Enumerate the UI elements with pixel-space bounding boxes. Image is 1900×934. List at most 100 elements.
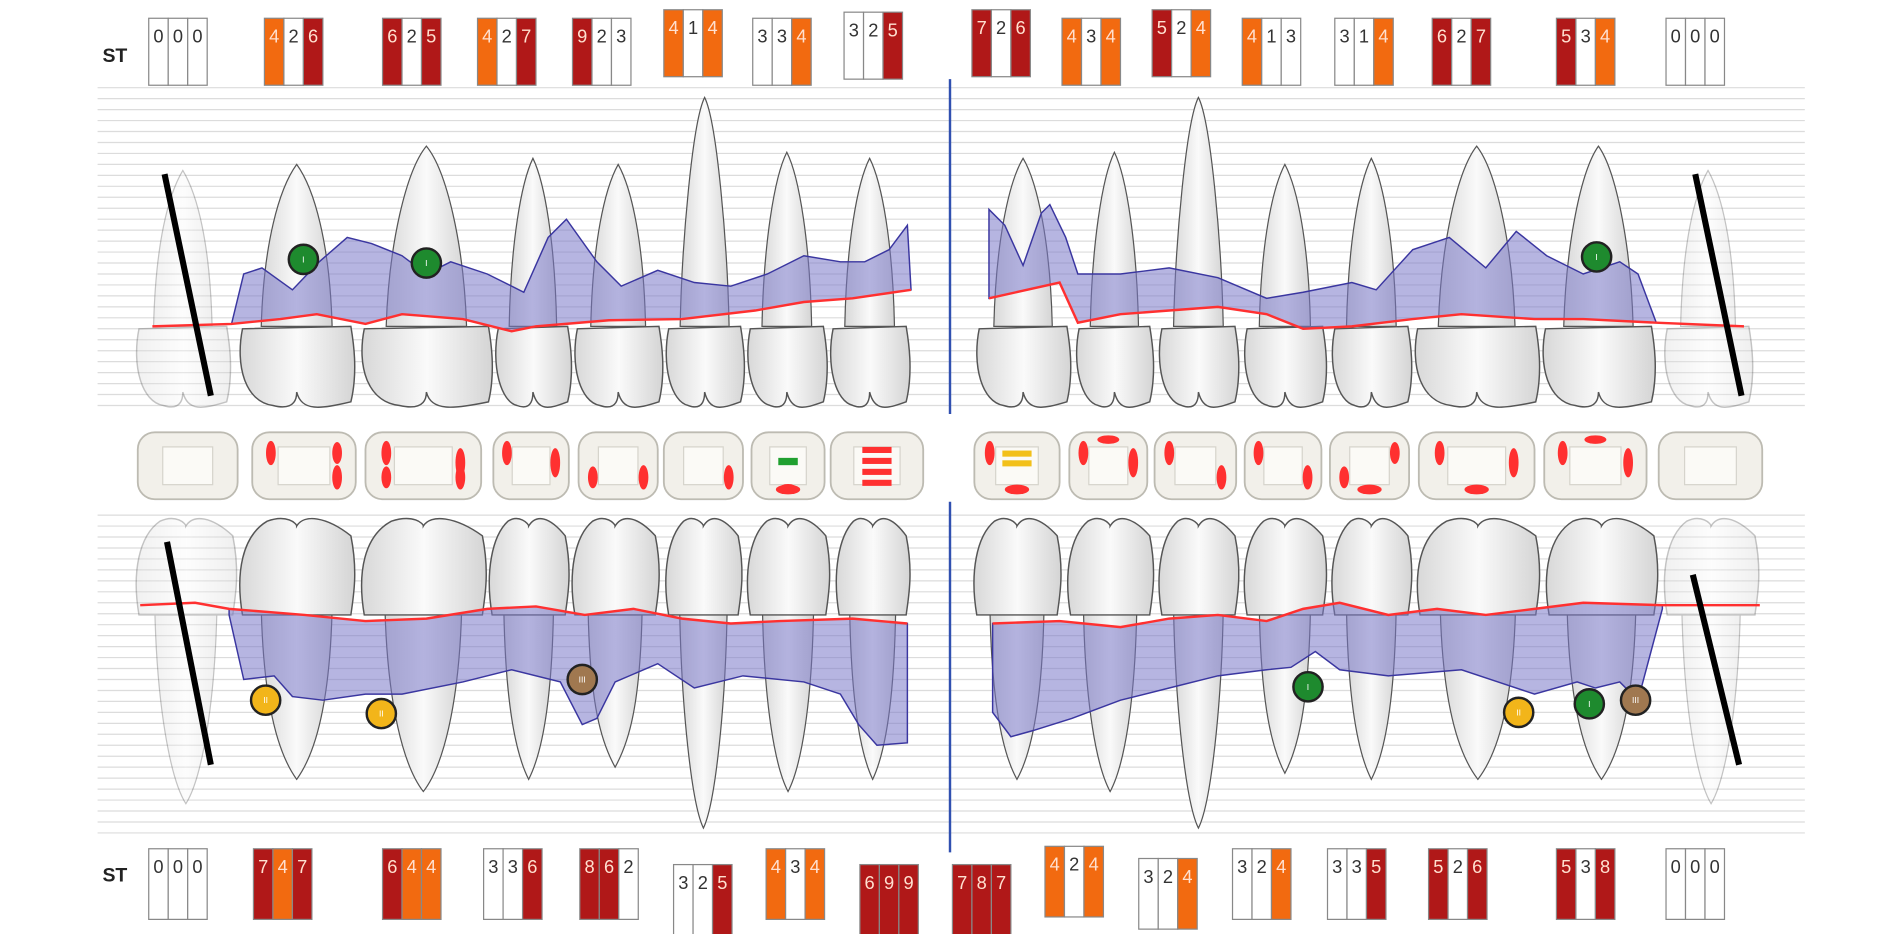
st-value: 4 <box>1182 866 1192 887</box>
upper-tooth <box>1243 163 1328 408</box>
st-value: 2 <box>502 26 512 47</box>
bleeding-mark <box>1004 484 1030 495</box>
tooth-crown <box>1158 325 1240 408</box>
st-value: 3 <box>777 26 787 47</box>
st-value: 6 <box>387 856 397 877</box>
bleeding-mark <box>550 448 561 478</box>
st-value: 4 <box>1247 26 1257 47</box>
st-value: 0 <box>1710 26 1720 47</box>
upper-right-attachment-area <box>988 203 1658 330</box>
tooth-crown <box>1542 325 1656 408</box>
st-value: 7 <box>521 26 531 47</box>
furcation-grade: III <box>1632 695 1639 705</box>
bleeding-mark <box>381 466 392 489</box>
st-value: 2 <box>868 20 878 41</box>
st-cell <box>521 848 543 920</box>
st-cell <box>1373 17 1394 86</box>
tooth-crown <box>746 517 831 616</box>
st-cell <box>1365 848 1387 920</box>
bleeding-mark <box>1508 448 1519 478</box>
st-cell <box>291 848 313 920</box>
st-value: 8 <box>977 872 987 893</box>
suppuration-mark <box>1002 450 1032 457</box>
occlusal-tooth <box>662 431 744 501</box>
st-value: 3 <box>1581 856 1591 877</box>
tooth-crown <box>1075 325 1155 408</box>
furcation-grade: I <box>425 258 427 268</box>
st-value: 3 <box>1581 26 1591 47</box>
st-cell <box>420 17 442 86</box>
st-value: 1 <box>1266 26 1276 47</box>
bleeding-mark <box>266 440 276 466</box>
furcation-marker-I: I <box>1292 670 1324 703</box>
bleeding-mark <box>1557 440 1568 466</box>
bleeding-mark <box>1302 465 1313 490</box>
st-cell <box>618 848 639 920</box>
st-value: 0 <box>153 26 163 47</box>
st-value: 4 <box>269 26 279 47</box>
st-value: 2 <box>1176 17 1186 38</box>
suppuration-mark <box>1002 460 1032 467</box>
tooth-root <box>844 156 896 327</box>
st-cell <box>187 17 208 86</box>
bleeding-mark <box>723 465 734 490</box>
st-cell <box>1100 17 1122 86</box>
tooth-crown <box>1414 325 1541 408</box>
st-value: 4 <box>278 856 288 877</box>
st-value: 0 <box>1671 856 1681 877</box>
furcation-circle <box>1502 696 1535 729</box>
furcation-circle <box>1573 688 1606 720</box>
upper-tooth <box>135 169 232 408</box>
upper-tooth <box>1158 96 1240 408</box>
tooth-crown <box>665 325 746 408</box>
st-value: 3 <box>508 856 518 877</box>
st-cell <box>1177 857 1198 930</box>
plaque-mark <box>778 457 798 466</box>
st-cell <box>791 17 812 86</box>
tooth-root <box>679 96 730 327</box>
furcation-marker-III: III <box>566 663 599 696</box>
st-value: 5 <box>888 20 898 41</box>
st-cell <box>187 848 208 920</box>
lower-right-gingival-margin <box>992 601 1760 629</box>
tooth-root <box>1681 608 1741 805</box>
tooth-crown <box>574 325 664 408</box>
st-value: 5 <box>717 872 727 893</box>
st-cell <box>1594 17 1616 86</box>
occlusal-surface <box>1349 446 1390 486</box>
st-value: 4 <box>771 856 781 877</box>
st-value: 4 <box>426 856 436 877</box>
tooth-crown <box>135 325 232 408</box>
st-value: 5 <box>1157 17 1167 38</box>
st-value: 3 <box>1352 856 1362 877</box>
occlusal-surface <box>769 446 807 486</box>
st-cell <box>610 17 632 86</box>
st-value: 4 <box>1276 856 1286 877</box>
furcation-circle <box>365 697 398 730</box>
occlusal-tooth <box>829 431 925 501</box>
tooth-root <box>154 608 218 805</box>
bleeding-mark <box>502 440 512 466</box>
st-value: 0 <box>1690 26 1700 47</box>
furcation-grade: II <box>263 695 268 705</box>
bleeding-mark <box>455 465 466 490</box>
st-value: 3 <box>757 26 767 47</box>
occlusal-tooth <box>1657 431 1764 501</box>
st-value: 2 <box>1257 856 1267 877</box>
upper-right-gingival-margin <box>988 281 1745 331</box>
st-value: 7 <box>1476 26 1486 47</box>
